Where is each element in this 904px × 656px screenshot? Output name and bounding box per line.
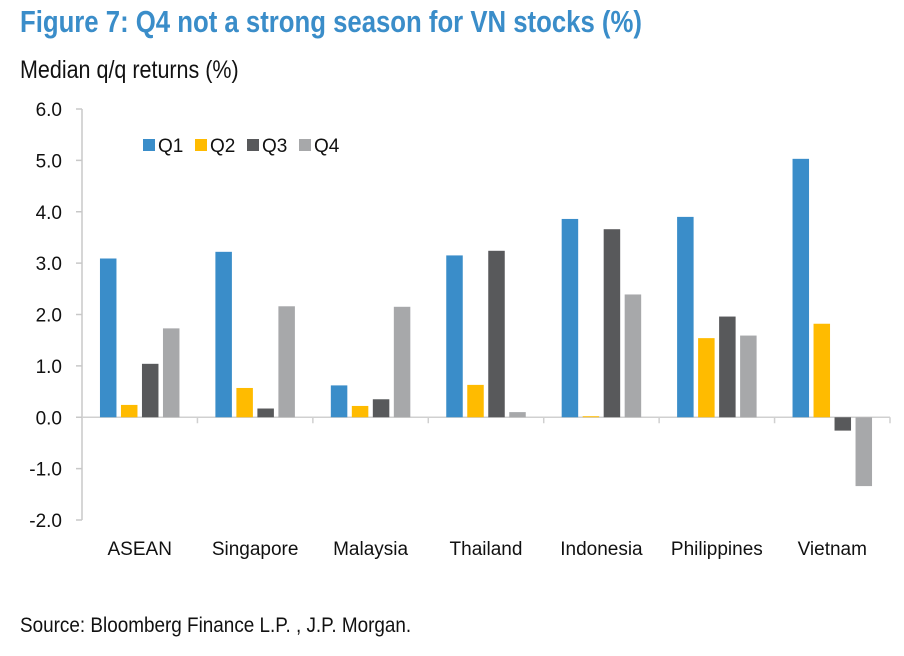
y-tick-label: 4.0 xyxy=(36,203,62,224)
bar-q4-malaysia xyxy=(393,306,411,418)
bar-q3-singapore xyxy=(257,408,274,418)
y-tick-label: 6.0 xyxy=(36,100,62,121)
legend-swatch-q4 xyxy=(299,139,311,151)
legend-label-q4: Q4 xyxy=(314,136,340,157)
x-tick-label: Philippines xyxy=(671,539,763,560)
y-tick-label: -1.0 xyxy=(29,460,62,481)
x-tick-label: ASEAN xyxy=(108,539,172,560)
y-tick-label: -2.0 xyxy=(29,511,62,532)
legend-swatch-q3 xyxy=(247,139,259,151)
x-tick-label: Thailand xyxy=(450,539,523,560)
y-tick-label: 5.0 xyxy=(36,151,62,172)
bar-q1-malaysia xyxy=(330,385,348,418)
x-tick-label: Indonesia xyxy=(560,539,643,560)
y-tick-label: 1.0 xyxy=(36,357,62,378)
bar-q3-philippines xyxy=(719,316,736,418)
x-tick-label: Singapore xyxy=(212,539,299,560)
y-tick-label: 0.0 xyxy=(36,408,62,429)
bar-q2-thailand xyxy=(467,384,484,418)
bar-q2-asean xyxy=(120,404,138,418)
x-tick-label: Vietnam xyxy=(798,539,867,560)
bar-q4-indonesia xyxy=(624,294,642,418)
bar-q4-singapore xyxy=(278,306,295,418)
bar-q3-thailand xyxy=(488,250,505,418)
bar-q1-asean xyxy=(99,258,117,418)
bar-q3-vietnam xyxy=(834,417,852,431)
chart-title: Figure 7: Q4 not a strong season for VN … xyxy=(20,4,642,39)
bar-q4-vietnam xyxy=(855,417,873,487)
source-note: Source: Bloomberg Finance L.P. , J.P. Mo… xyxy=(20,614,412,637)
bar-q3-asean xyxy=(141,363,159,418)
legend-swatch-q1 xyxy=(143,139,155,151)
bar-q4-thailand xyxy=(509,412,526,418)
bar-q1-singapore xyxy=(215,251,232,418)
bar-q1-vietnam xyxy=(792,158,810,418)
legend-swatch-q2 xyxy=(195,139,207,151)
bar-q2-indonesia xyxy=(582,416,600,418)
bar-q2-philippines xyxy=(698,338,715,418)
chart-subtitle: Median q/q returns (%) xyxy=(20,56,239,84)
bar-q2-singapore xyxy=(236,387,253,418)
bar-q2-vietnam xyxy=(813,323,831,418)
bar-q2-malaysia xyxy=(351,405,369,418)
bar-q4-asean xyxy=(162,328,180,418)
bar-q3-indonesia xyxy=(603,229,621,418)
legend-label-q1: Q1 xyxy=(158,136,183,157)
bar-q1-thailand xyxy=(446,255,463,418)
x-tick-label: Malaysia xyxy=(333,539,408,560)
bar-q4-philippines xyxy=(740,335,757,418)
y-tick-label: 3.0 xyxy=(36,254,62,275)
y-tick-label: 2.0 xyxy=(36,306,62,327)
bar-q3-malaysia xyxy=(372,399,390,418)
bar-chart: -2.0 -1.0 0.0 1.0 2.0 3.0 4.0 5.0 6.0 ASEAN Singap… xyxy=(29,100,891,560)
bar-q1-philippines xyxy=(677,216,694,418)
bar-q1-indonesia xyxy=(561,218,579,418)
legend-label-q2: Q2 xyxy=(210,136,235,157)
legend-label-q3: Q3 xyxy=(262,136,287,157)
